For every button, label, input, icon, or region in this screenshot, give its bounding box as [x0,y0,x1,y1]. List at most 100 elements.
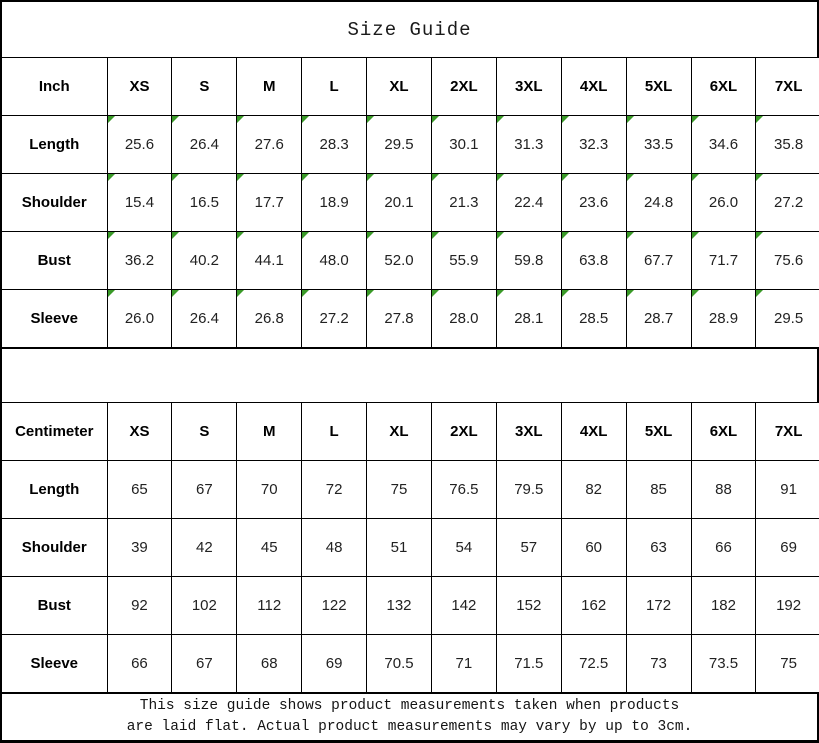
measurement-cell: 18.9 [301,173,368,232]
measurement-tables: Inch XS S M L XL 2XL 3XL 4XL 5XL 6XL 7XL Length 25.6 2… [2,58,819,693]
measurement-cell: 112 [236,576,303,635]
measurement-cell: 48.0 [301,231,368,290]
measurement-cell: 88 [690,460,757,519]
unit-header-cell: Inch [2,58,108,116]
measurement-cell: 54 [430,518,497,577]
size-header-5xl: 5XL [625,58,692,116]
measurement-cell: 192 [755,576,819,635]
table-row: Sleeve 66 67 68 69 70.5 71 71.5 72.5 73 73.5 75 [2,634,819,693]
size-header-2xl: 2XL [430,58,497,116]
measurement-cell: 182 [690,576,757,635]
inch-table-body: Inch XS S M L XL 2XL 3XL 4XL 5XL 6XL 7XL Length 25.6 2… [2,58,819,348]
measurement-cell: 122 [301,576,368,635]
measurement-cell: 27.2 [755,173,819,232]
measurement-cell: 34.6 [690,115,757,174]
measurement-cell: 71.7 [690,231,757,290]
measurement-cell: 16.5 [171,173,238,232]
unit-header-cell: Centimeter [2,403,108,461]
size-header-2xl: 2XL [430,403,497,461]
measurement-cell: 60 [560,518,627,577]
measurement-cell: 57 [495,518,562,577]
measurement-cell: 69 [755,518,819,577]
table-separator-band [2,348,817,403]
measurement-cell: 28.5 [560,289,627,348]
size-header-l: L [301,403,368,461]
measurement-cell: 33.5 [625,115,692,174]
size-guide-title-row: Size Guide [2,2,817,58]
measurement-cell: 44.1 [236,231,303,290]
measurement-cell: 26.4 [171,115,238,174]
measurement-cell: 82 [560,460,627,519]
measurement-cell: 28.9 [690,289,757,348]
measurement-cell: 71 [430,634,497,693]
measurement-cell: 25.6 [106,115,173,174]
measurement-cell: 142 [430,576,497,635]
size-header-7xl: 7XL [755,403,819,461]
measurement-cell: 72.5 [560,634,627,693]
measurement-cell: 55.9 [430,231,497,290]
measurement-cell: 30.1 [430,115,497,174]
measurement-cell: 29.5 [755,289,819,348]
measurement-cell: 72 [301,460,368,519]
measurement-cell: 24.8 [625,173,692,232]
measurement-cell: 27.2 [301,289,368,348]
centimeter-table-body: Centimeter XS S M L XL 2XL 3XL 4XL 5XL 6XL 7XL Lengt… [2,403,819,693]
measurement-cell: 67 [171,460,238,519]
measurement-cell: 17.7 [236,173,303,232]
measurement-cell: 27.6 [236,115,303,174]
measurement-cell: 28.1 [495,289,562,348]
size-header-s: S [171,58,238,116]
measurement-cell: 68 [236,634,303,693]
size-header-6xl: 6XL [690,58,757,116]
measurement-cell: 75 [755,634,819,693]
measurement-cell: 63 [625,518,692,577]
measurement-cell: 69 [301,634,368,693]
measurement-label-shoulder: Shoulder [2,518,108,577]
measurement-cell: 162 [560,576,627,635]
measurement-cell: 73.5 [690,634,757,693]
measurement-cell: 40.2 [171,231,238,290]
table-row: Bust 36.2 40.2 44.1 48.0 52.0 55.9 59.8 63.8 67.7… [2,231,819,290]
measurement-cell: 85 [625,460,692,519]
measurement-cell: 71.5 [495,634,562,693]
size-header-xl: XL [366,58,432,116]
measurement-cell: 27.8 [366,289,432,348]
measurement-cell: 21.3 [430,173,497,232]
table-row: Shoulder 39 42 45 48 51 54 57 60 63 66 69 [2,518,819,577]
measurement-cell: 39 [106,518,173,577]
size-header-5xl: 5XL [625,403,692,461]
measurement-cell: 73 [625,634,692,693]
measurement-label-length: Length [2,460,108,519]
page-title: Size Guide [347,18,472,41]
table-header-row: Inch XS S M L XL 2XL 3XL 4XL 5XL 6XL 7XL [2,58,819,116]
measurement-cell: 152 [495,576,562,635]
measurement-cell: 67 [171,634,238,693]
measurement-cell: 48 [301,518,368,577]
measurement-cell: 23.6 [560,173,627,232]
size-header-3xl: 3XL [495,403,562,461]
measurement-cell: 52.0 [366,231,432,290]
table-row: Length 65 67 70 72 75 76.5 79.5 82 85 88 91 [2,460,819,519]
size-guide-footer: This size guide shows product measuremen… [2,693,817,740]
measurement-cell: 70 [236,460,303,519]
measurement-cell: 172 [625,576,692,635]
measurement-cell: 31.3 [495,115,562,174]
size-header-4xl: 4XL [560,403,627,461]
measurement-label-sleeve: Sleeve [2,634,108,693]
measurement-cell: 75.6 [755,231,819,290]
measurement-cell: 26.8 [236,289,303,348]
size-header-l: L [301,58,368,116]
measurement-label-bust: Bust [2,231,108,290]
measurement-cell: 20.1 [366,173,432,232]
measurement-cell: 79.5 [495,460,562,519]
measurement-cell: 102 [171,576,238,635]
measurement-cell: 36.2 [106,231,173,290]
measurement-cell: 65 [106,460,173,519]
measurement-cell: 75 [366,460,432,519]
measurement-cell: 132 [366,576,432,635]
table-row: Shoulder 15.4 16.5 17.7 18.9 20.1 21.3 22.4 23.6… [2,173,819,232]
measurement-cell: 42 [171,518,238,577]
table-row: Sleeve 26.0 26.4 26.8 27.2 27.8 28.0 28.1 28.5 28… [2,289,819,348]
measurement-cell: 15.4 [106,173,173,232]
